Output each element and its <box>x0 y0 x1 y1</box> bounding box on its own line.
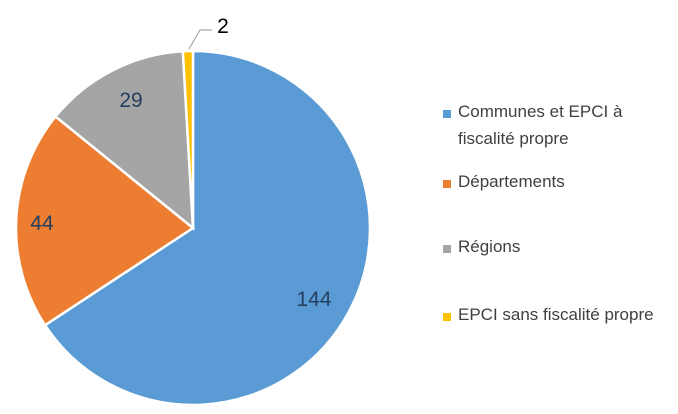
legend-swatch-icon <box>443 110 451 118</box>
legend-item-regions: Régions <box>443 237 673 260</box>
slice-departements <box>14 114 196 327</box>
legend-swatch-icon <box>443 245 451 253</box>
data-label-communes: 144 <box>296 288 331 311</box>
pie-slices <box>14 49 372 407</box>
legend-label: Communes et EPCI à fiscalité propre <box>458 102 623 148</box>
legend-label: Régions <box>458 237 521 256</box>
slice-regions <box>53 49 195 231</box>
legend-label: Départements <box>458 172 565 191</box>
legend-item-epci-sans: EPCI sans fiscalité propre <box>443 305 673 328</box>
slice-epci-sans <box>181 49 195 229</box>
leader-line-epci-sans <box>188 29 212 50</box>
data-label-departements: 44 <box>30 212 54 235</box>
legend-label: EPCI sans fiscalité propre <box>458 305 654 324</box>
data-label-regions: 29 <box>119 89 142 112</box>
data-label-epci-sans: 2 <box>217 15 229 38</box>
legend-swatch-icon <box>443 313 451 321</box>
slice-communes <box>43 49 372 407</box>
legend-swatch-icon <box>443 180 451 188</box>
legend-item-departements: Départements <box>443 172 673 195</box>
legend-item-communes: Communes et EPCI à fiscalité propre <box>443 102 673 152</box>
